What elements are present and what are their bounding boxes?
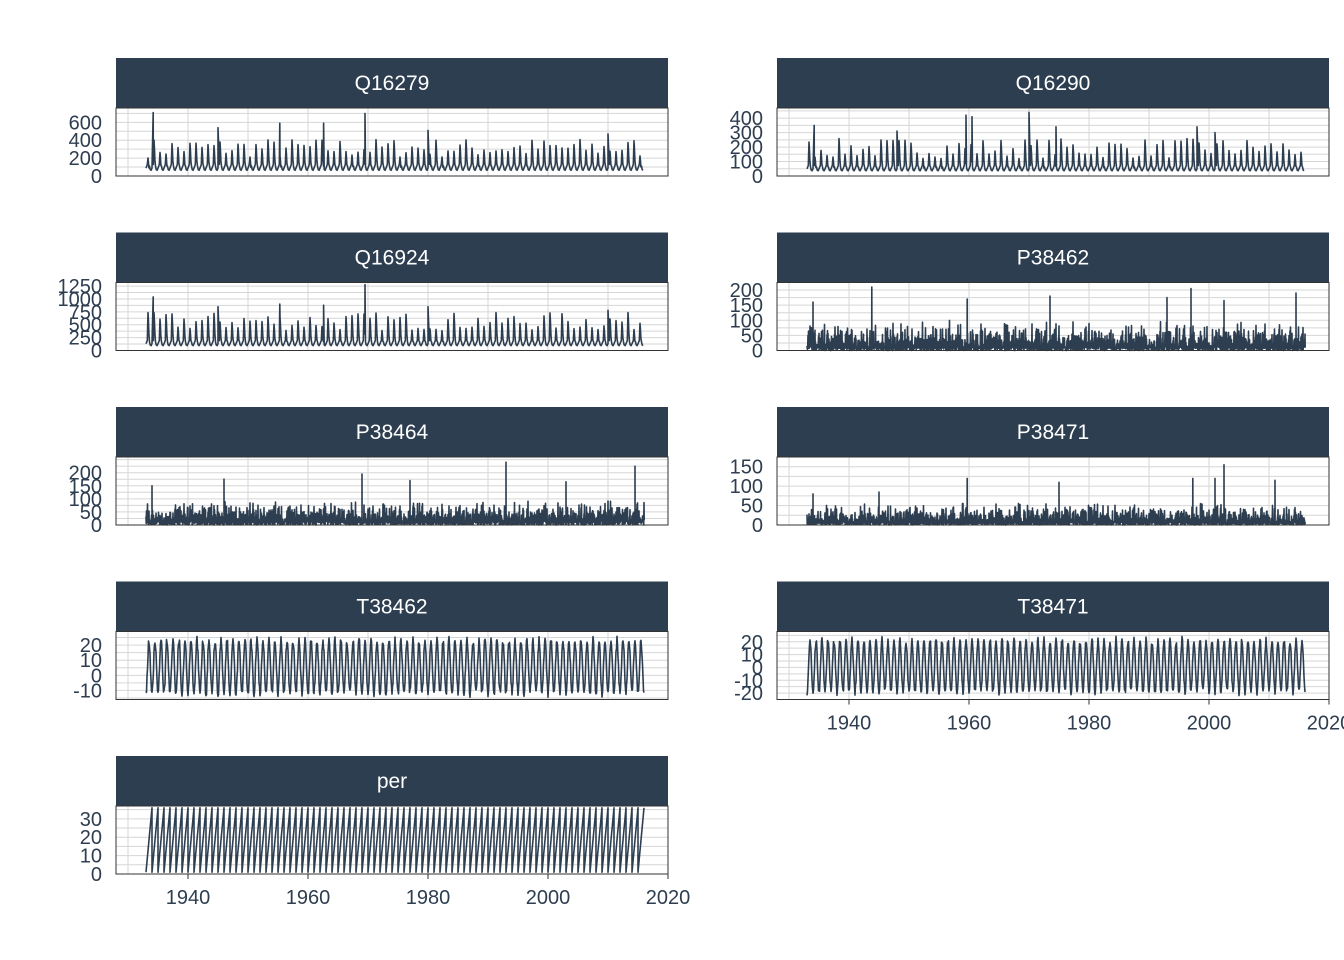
y-tick-label: 100 xyxy=(69,489,102,511)
y-tick-label: 100 xyxy=(730,476,763,498)
y-tick-label: 1250 xyxy=(58,276,103,298)
y-tick-label: 0 xyxy=(91,864,102,886)
facet-strip-label: P38464 xyxy=(356,421,429,444)
x-tick-label: 1940 xyxy=(827,713,872,735)
facet-strip-label: T38462 xyxy=(356,596,427,619)
y-tick-label: 400 xyxy=(69,130,102,152)
y-tick-label: 0 xyxy=(752,515,763,537)
facet-strip xyxy=(777,407,1329,457)
y-tick-label: 10 xyxy=(80,650,102,672)
x-tick-label: 1980 xyxy=(406,887,451,909)
x-tick-label: 1960 xyxy=(286,887,331,909)
y-tick-label: 30 xyxy=(80,809,102,831)
series-line-P38471 xyxy=(806,464,1306,526)
y-tick-label: 50 xyxy=(80,502,102,524)
y-tick-label: 0 xyxy=(91,515,102,537)
x-tick-label: 2000 xyxy=(526,887,571,909)
panel-border xyxy=(776,107,1330,177)
series-line-Q16279 xyxy=(145,111,644,172)
panel-border xyxy=(776,456,1330,526)
facet-strip xyxy=(116,756,668,806)
y-tick-label: 0 xyxy=(91,665,102,687)
y-tick-label: 750 xyxy=(69,302,102,324)
y-tick-label: 150 xyxy=(730,457,763,479)
y-tick-label: 600 xyxy=(69,112,102,134)
y-tick-label: 10 xyxy=(80,846,102,868)
y-tick-label: -10 xyxy=(734,670,763,692)
y-tick-label: 50 xyxy=(741,325,763,347)
y-tick-label: -10 xyxy=(73,680,102,702)
facet-strip xyxy=(777,581,1329,632)
y-tick-label: -20 xyxy=(734,683,763,705)
facet-strip-label: P38471 xyxy=(1017,421,1089,444)
x-tick-label: 2020 xyxy=(646,887,691,909)
facet-strip xyxy=(116,407,668,457)
y-tick-label: 0 xyxy=(752,657,763,679)
y-tick-label: 0 xyxy=(752,341,763,363)
y-tick-label: 250 xyxy=(69,328,102,350)
y-tick-label: 50 xyxy=(741,496,763,518)
x-tick-label: 2020 xyxy=(1307,713,1344,735)
y-tick-label: 200 xyxy=(730,137,763,159)
y-tick-label: 1000 xyxy=(58,289,103,311)
facet-strip-label: Q16290 xyxy=(1016,72,1091,95)
panel-border xyxy=(776,282,1330,351)
y-tick-label: 300 xyxy=(730,123,763,145)
y-tick-label: 0 xyxy=(91,341,102,363)
series-line-Q16290 xyxy=(806,111,1305,172)
facet-strip xyxy=(116,232,668,283)
panel-border xyxy=(115,107,669,177)
y-tick-label: 20 xyxy=(741,632,763,654)
facet-strip xyxy=(777,58,1329,108)
facet-strip-label: per xyxy=(377,770,407,793)
panel-border xyxy=(776,631,1330,700)
facet-strip-label: P38462 xyxy=(1017,247,1089,270)
facet-strip-label: Q16279 xyxy=(355,72,430,95)
series-line-P38462 xyxy=(806,286,1306,352)
y-tick-label: 400 xyxy=(730,108,763,130)
facet-strip xyxy=(116,581,668,632)
series-line-T38471 xyxy=(806,635,1306,697)
y-tick-label: 500 xyxy=(69,315,102,337)
y-tick-label: 150 xyxy=(730,295,763,317)
facet-strip xyxy=(777,232,1329,283)
facet-strip xyxy=(116,58,668,108)
y-tick-label: 100 xyxy=(730,310,763,332)
x-tick-label: 1960 xyxy=(947,713,992,735)
y-tick-label: 20 xyxy=(80,827,102,849)
facet-strip-label: T38471 xyxy=(1017,596,1088,619)
y-tick-label: 200 xyxy=(69,148,102,170)
y-tick-label: 20 xyxy=(80,635,102,657)
series-line-Q16924 xyxy=(145,283,644,347)
series-line-P38464 xyxy=(145,461,645,526)
y-tick-label: 10 xyxy=(741,645,763,667)
panel-border xyxy=(115,805,669,875)
y-tick-label: 0 xyxy=(91,166,102,188)
series-line-T38462 xyxy=(145,635,645,699)
y-tick-label: 100 xyxy=(730,152,763,174)
panel-border xyxy=(115,282,669,351)
facet-strip-label: Q16924 xyxy=(355,247,430,270)
y-tick-label: 200 xyxy=(730,280,763,302)
panel-border xyxy=(115,456,669,526)
x-tick-label: 2000 xyxy=(1187,713,1232,735)
panel-border xyxy=(115,631,669,700)
y-tick-label: 0 xyxy=(752,166,763,188)
x-tick-label: 1940 xyxy=(166,887,211,909)
x-tick-label: 1980 xyxy=(1067,713,1112,735)
y-tick-label: 150 xyxy=(69,476,102,498)
series-line-per xyxy=(145,807,645,873)
y-tick-label: 200 xyxy=(69,463,102,485)
